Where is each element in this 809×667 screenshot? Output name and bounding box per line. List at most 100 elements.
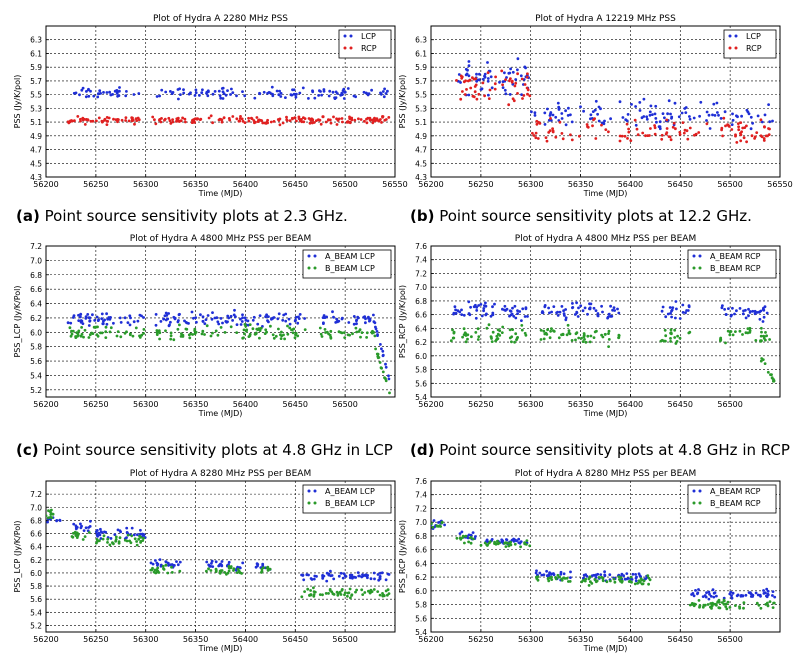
x-tick-label: 56350 bbox=[183, 180, 208, 189]
data-point-b_beam-lcp bbox=[242, 328, 246, 332]
data-point-b_beam-lcp bbox=[343, 336, 347, 339]
x-tick-label: 56400 bbox=[233, 635, 258, 644]
data-point-rcp bbox=[742, 136, 746, 140]
y-axis-label: PSS_RCP (Jy/K/pol) bbox=[398, 520, 407, 593]
data-point-a_beam-lcp bbox=[335, 317, 339, 321]
data-point-a_beam-rcp bbox=[744, 593, 748, 597]
data-point-b_beam-rcp bbox=[647, 582, 650, 586]
data-point-lcp bbox=[533, 111, 537, 115]
data-point-b_beam-lcp bbox=[155, 329, 159, 332]
data-point-rcp bbox=[302, 116, 305, 119]
data-point-a_beam-rcp bbox=[670, 315, 673, 319]
data-point-lcp bbox=[566, 114, 570, 117]
data-point-b_beam-rcp bbox=[504, 545, 508, 548]
data-point-a_beam-rcp bbox=[735, 309, 738, 313]
data-point-b_beam-rcp bbox=[490, 340, 494, 343]
data-point-a_beam-lcp bbox=[158, 558, 162, 561]
data-point-a_beam-lcp bbox=[211, 565, 215, 568]
data-point-a_beam-lcp bbox=[109, 537, 113, 540]
data-point-b_beam-rcp bbox=[759, 359, 763, 363]
data-point-b_beam-rcp bbox=[593, 330, 597, 334]
data-point-a_beam-lcp bbox=[227, 316, 231, 320]
chart-title: Plot of Hydra A 8280 MHz PSS per BEAM bbox=[130, 469, 311, 479]
y-axis-label: PSS_LCP (Jy/K/Pol) bbox=[13, 285, 22, 357]
data-point-b_beam-lcp bbox=[109, 326, 113, 330]
data-point-b_beam-rcp bbox=[515, 338, 518, 342]
data-point-rcp bbox=[600, 123, 603, 127]
data-point-b_beam-rcp bbox=[459, 537, 463, 541]
chart-panel-6: Plot of Hydra A 8280 MHz PSS per BEAM562… bbox=[398, 469, 781, 653]
data-point-rcp bbox=[569, 133, 572, 137]
data-point-rcp bbox=[256, 120, 260, 123]
data-point-b_beam-rcp bbox=[496, 542, 500, 546]
data-point-lcp bbox=[516, 57, 520, 61]
data-point-b_beam-rcp bbox=[510, 340, 513, 344]
x-tick-label: 56350 bbox=[183, 635, 208, 644]
data-point-a_beam-rcp bbox=[516, 312, 519, 315]
data-point-a_beam-lcp bbox=[232, 313, 236, 317]
data-point-b_beam-rcp bbox=[603, 333, 607, 336]
data-point-b_beam-lcp bbox=[291, 331, 295, 335]
caption-a-text: Point source sensitivity plots at 2.3 GH… bbox=[44, 207, 348, 225]
data-point-lcp bbox=[115, 89, 119, 92]
data-point-a_beam-lcp bbox=[154, 323, 158, 327]
data-point-a_beam-lcp bbox=[140, 314, 143, 318]
data-point-a_beam-lcp bbox=[384, 362, 387, 366]
data-point-lcp bbox=[97, 92, 100, 96]
data-point-rcp bbox=[79, 119, 82, 123]
data-point-b_beam-rcp bbox=[724, 341, 727, 345]
data-point-a_beam-lcp bbox=[77, 313, 80, 317]
data-point-b_beam-rcp bbox=[673, 328, 677, 332]
data-point-a_beam-rcp bbox=[674, 316, 677, 320]
data-point-rcp bbox=[483, 94, 486, 98]
x-tick-label: 56500 bbox=[332, 400, 357, 409]
data-point-rcp bbox=[477, 92, 481, 96]
data-point-b_beam-lcp bbox=[245, 329, 248, 333]
data-point-a_beam-lcp bbox=[284, 319, 288, 323]
data-point-lcp bbox=[597, 119, 601, 123]
data-point-b_beam-lcp bbox=[279, 337, 283, 340]
data-point-b_beam-lcp bbox=[155, 333, 159, 336]
data-point-a_beam-lcp bbox=[220, 560, 224, 563]
data-point-a_beam-rcp bbox=[564, 316, 568, 320]
data-point-a_beam-lcp bbox=[205, 560, 209, 564]
data-point-a_beam-lcp bbox=[239, 323, 243, 326]
data-point-a_beam-lcp bbox=[162, 317, 166, 321]
data-point-rcp bbox=[462, 80, 466, 84]
data-point-lcp bbox=[258, 91, 261, 95]
data-point-a_beam-lcp bbox=[227, 560, 231, 564]
legend-box bbox=[687, 484, 777, 514]
data-point-lcp bbox=[609, 117, 612, 121]
data-point-a_beam-rcp bbox=[516, 309, 519, 312]
data-point-lcp bbox=[591, 110, 595, 113]
data-point-lcp bbox=[342, 97, 346, 100]
data-point-a_beam-lcp bbox=[301, 573, 305, 577]
data-point-b_beam-rcp bbox=[451, 328, 454, 332]
data-point-b_beam-rcp bbox=[560, 577, 564, 581]
y-tick-label: 6.6 bbox=[30, 285, 42, 294]
data-point-lcp bbox=[241, 90, 244, 93]
data-point-a_beam-rcp bbox=[575, 301, 578, 305]
data-point-a_beam-lcp bbox=[195, 320, 198, 324]
y-tick-label: 5.1 bbox=[30, 118, 42, 127]
data-point-lcp bbox=[557, 105, 561, 109]
data-point-b_beam-rcp bbox=[575, 331, 579, 335]
data-point-rcp bbox=[549, 117, 552, 120]
data-point-b_beam-lcp bbox=[205, 569, 208, 573]
data-point-b_beam-lcp bbox=[203, 333, 206, 336]
data-point-rcp bbox=[350, 116, 354, 120]
data-point-lcp bbox=[707, 113, 711, 117]
x-tick-label: 56250 bbox=[468, 635, 493, 644]
data-point-a_beam-lcp bbox=[84, 317, 88, 320]
x-tick-label: 56250 bbox=[83, 400, 108, 409]
data-point-a_beam-lcp bbox=[69, 321, 73, 325]
data-point-b_beam-lcp bbox=[219, 326, 223, 329]
data-point-b_beam-rcp bbox=[617, 333, 621, 337]
data-point-rcp bbox=[247, 116, 251, 120]
data-point-b_beam-rcp bbox=[717, 598, 721, 602]
x-tick-label: 56300 bbox=[133, 180, 158, 189]
data-point-b_beam-rcp bbox=[636, 581, 640, 585]
y-tick-label: 5.4 bbox=[30, 608, 42, 617]
data-point-b_beam-rcp bbox=[500, 331, 504, 334]
